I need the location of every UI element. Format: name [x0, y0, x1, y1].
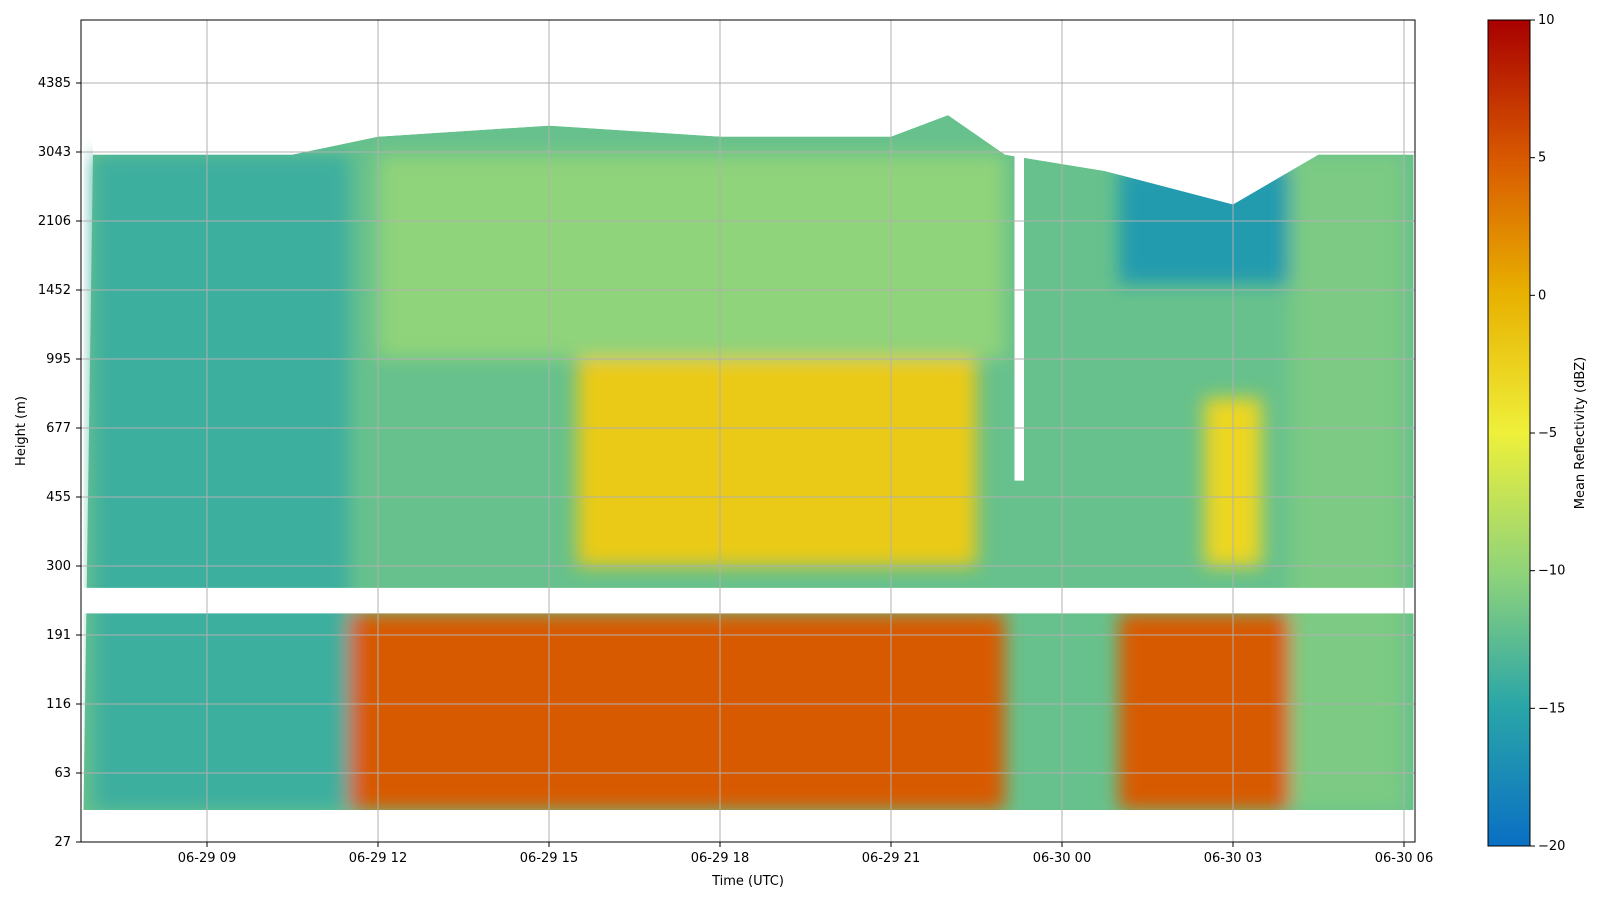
x-tick-label-3: 06-29 18 [691, 851, 749, 866]
y-tick-label-0: 27 [54, 835, 71, 850]
colorbar-tick-label-1: 5 [1538, 151, 1546, 166]
colorbar-tick-label-3: −5 [1538, 426, 1557, 441]
colorbar [1487, 19, 1531, 847]
y-tick-label-5: 455 [46, 490, 71, 505]
missing-height-band [81, 587, 1415, 614]
y-tick-label-2: 116 [46, 697, 71, 712]
no-data-left [81, 20, 84, 842]
y-tick-label-8: 1452 [38, 283, 71, 298]
reflectivity-regions [93, 154, 1404, 810]
heatmap-field [81, 20, 1415, 842]
colorbar-tick-label-2: 0 [1538, 288, 1546, 303]
y-tick-label-1: 63 [54, 766, 71, 781]
reflectivity-region-4 [1119, 613, 1290, 810]
colorbar-tick-label-5: −15 [1538, 701, 1565, 716]
colorbar-axis: 10 5 0 −5 −10 −15 −20 [1530, 13, 1565, 854]
y-tick-label-10: 3043 [38, 145, 71, 160]
y-axis: 27 63 116 191 300 455 677 995 1452 2106 3043 4385 [38, 76, 81, 850]
x-tick-label-1: 06-29 12 [349, 851, 407, 866]
y-tick-label-9: 2106 [38, 214, 71, 229]
colorbar-tick-label-0: 10 [1538, 13, 1555, 28]
plot-frame [80, 19, 1416, 843]
grid [81, 20, 1415, 843]
x-tick-label-5: 06-30 00 [1033, 851, 1091, 866]
x-tick-label-4: 06-29 21 [862, 851, 920, 866]
x-tick-label-2: 06-29 15 [520, 851, 578, 866]
reflectivity-region-2 [577, 358, 977, 566]
missing-time-gap [1014, 20, 1024, 481]
reflectivity-region-1 [349, 613, 1005, 810]
colorbar-tick-label-6: −20 [1538, 839, 1565, 854]
x-tick-label-0: 06-29 09 [178, 851, 236, 866]
y-tick-label-4: 300 [46, 559, 71, 574]
no-echo-above [81, 20, 1415, 205]
y-tick-label-7: 995 [46, 352, 71, 367]
y-tick-label-3: 191 [46, 628, 71, 643]
colorbar-label: Mean Reflectivity (dBZ) [1573, 357, 1588, 510]
x-axis: 06-29 09 06-29 12 06-29 15 06-29 18 06-29 21… [178, 842, 1433, 866]
y-axis-label: Height (m) [14, 396, 29, 466]
x-tick-label-6: 06-30 03 [1204, 851, 1262, 866]
no-data-right [1413, 20, 1415, 842]
reflectivity-region-7 [1290, 154, 1404, 810]
reflectivity-region-0 [93, 154, 350, 810]
x-axis-label: Time (UTC) [711, 874, 784, 889]
no-echo-below [81, 809, 1415, 842]
reflectivity-region-3 [378, 154, 1005, 359]
x-tick-label-7: 06-30 06 [1375, 851, 1433, 866]
y-tick-label-6: 677 [46, 421, 71, 436]
colorbar-tick-label-4: −10 [1538, 564, 1565, 579]
y-tick-label-11: 4385 [38, 76, 71, 91]
